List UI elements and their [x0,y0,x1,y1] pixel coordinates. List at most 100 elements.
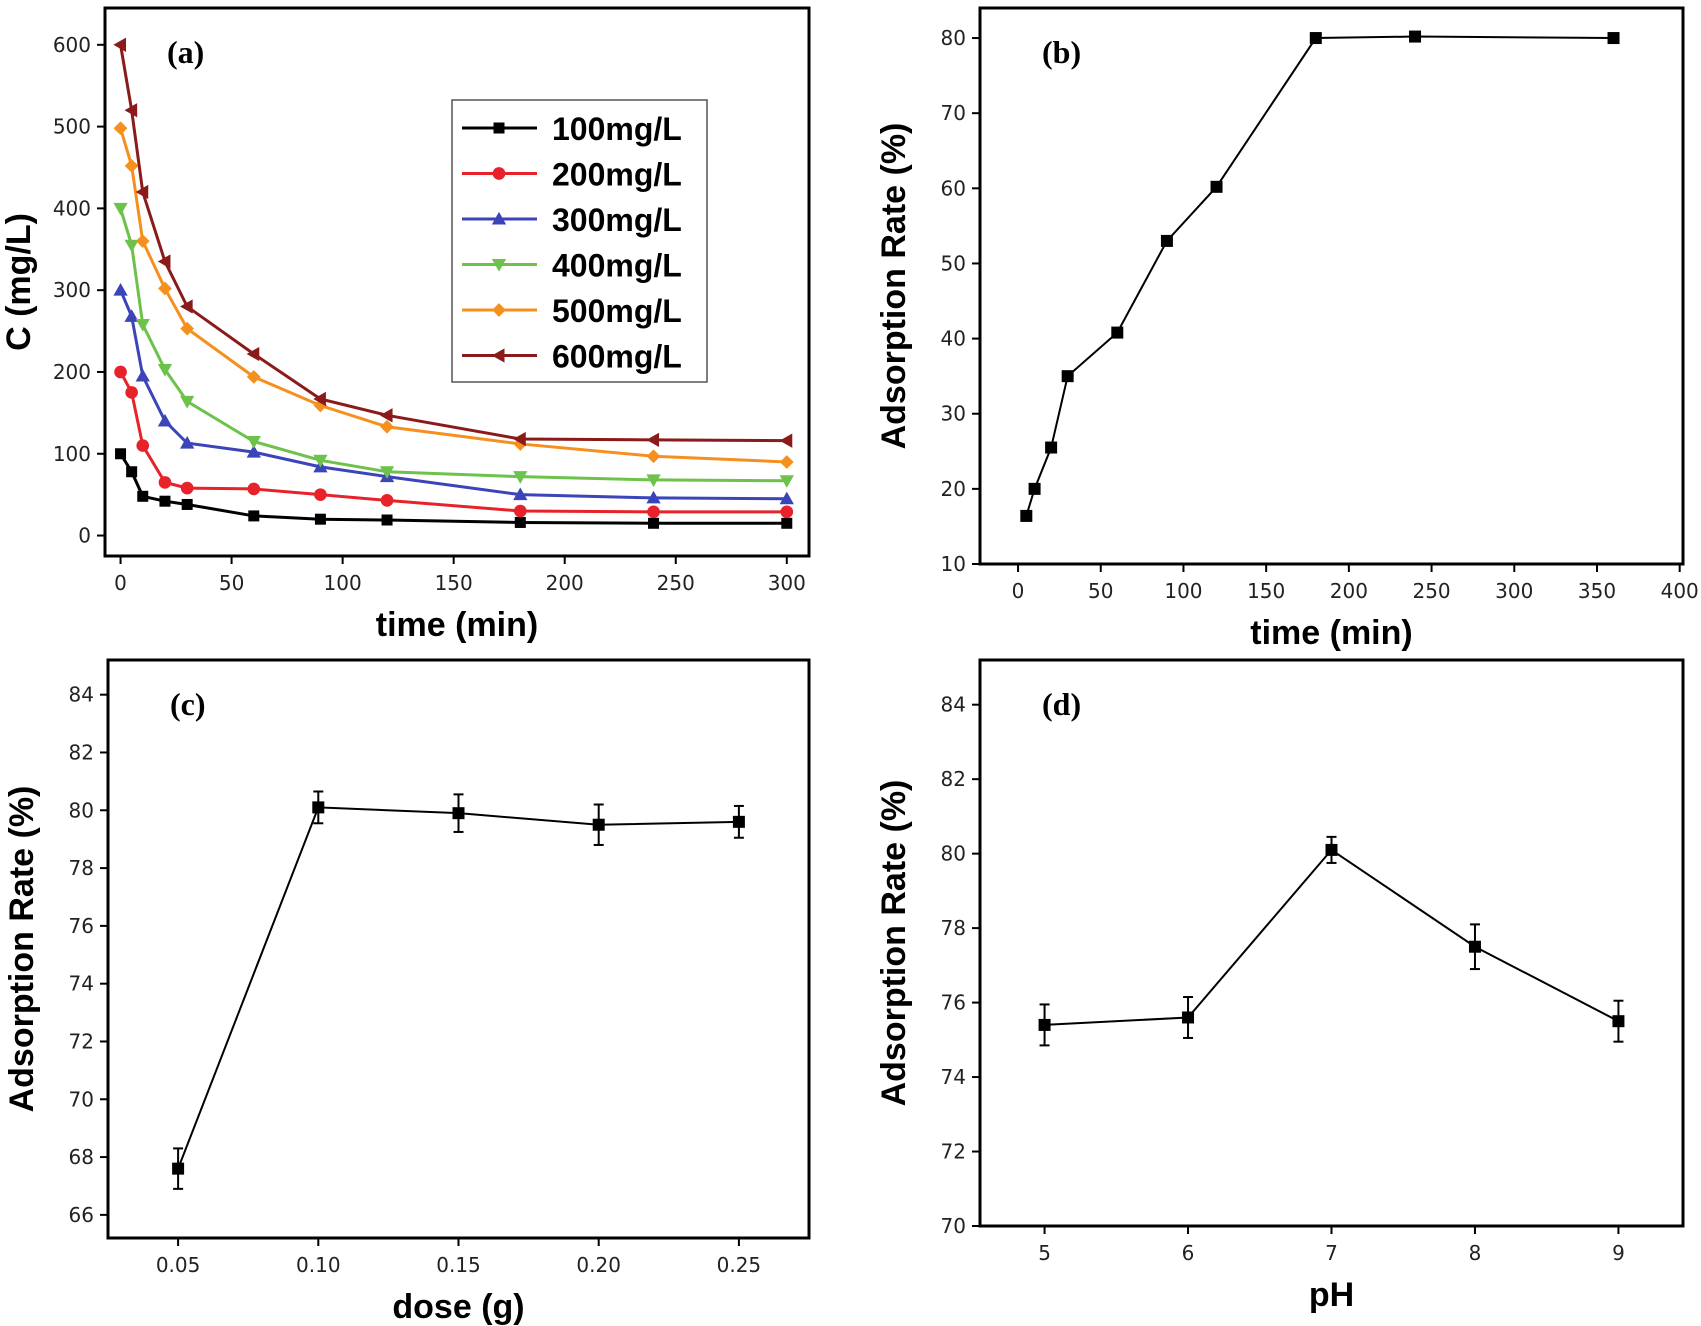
legend-marker [491,348,505,363]
data-point [248,510,260,522]
y-tick-label: 80 [941,842,966,866]
panel-label: (b) [1042,34,1081,70]
series-line [119,371,787,514]
x-tick-label: 8 [1469,1241,1482,1265]
data-point [180,299,193,314]
x-tick-label: 200 [1330,579,1368,603]
x-tick-label: 0.25 [717,1253,762,1277]
x-tick-label: 7 [1325,1241,1338,1265]
y-tick-label: 500 [53,115,91,139]
data-point [513,471,528,484]
y-tick-label: 60 [941,176,966,200]
data-point [125,386,138,399]
data-point [135,368,150,382]
x-tick-label: 50 [1088,579,1113,603]
data-point [180,321,195,336]
data-point [1061,370,1074,383]
data-point [180,481,194,495]
data-point [732,815,745,828]
y-tick-label: 50 [941,251,966,275]
data-point [135,319,150,332]
data-point [124,239,139,253]
y-tick-label: 600 [53,33,91,57]
data-point [113,202,128,216]
legend-label: 500mg/L [552,293,682,329]
legend-label: 100mg/L [552,111,682,147]
data-point [1020,509,1033,522]
data-point [647,505,660,519]
chart-panel-c: 0.05 0.10 0.15 0.20 0.25 66 68 70 72 74 76 78 80 82 84… [3,658,811,1326]
data-point [380,419,394,434]
y-tick-label: 100 [53,442,91,466]
data-point [1111,326,1124,339]
y-tick-label: 78 [69,856,94,880]
panel-label: (d) [1042,686,1081,722]
plot-frame [103,6,811,558]
legend-entry: 200mg/L [462,157,682,193]
data-point [513,431,526,447]
y-tick-label: 70 [69,1087,94,1111]
data-point [312,801,325,814]
y-tick-label: 80 [941,26,966,50]
series-5 [113,37,793,448]
y-tick-label: 84 [941,693,966,717]
y-tick-label: 300 [53,278,91,302]
x-tick-label: 150 [1247,579,1285,603]
x-tick-label: 0.05 [156,1253,201,1277]
y-tick-label: 82 [69,740,94,764]
data-point [124,158,139,173]
y-tick-label: 78 [941,916,966,940]
y-tick-label: 72 [69,1029,94,1053]
series-3 [113,202,794,488]
data-point [246,435,261,449]
x-axis-title: dose (g) [392,1288,524,1326]
legend-marker [491,259,507,272]
legend-entry: 500mg/L [462,293,682,329]
series-1 [114,365,794,519]
data-point [781,517,793,529]
y-axis-title: Adsorption Rate (%) [875,780,913,1107]
y-tick-label: 68 [69,1145,94,1169]
data-point [136,439,150,452]
y-tick-label: 400 [53,196,91,220]
x-tick-label: 100 [324,571,362,595]
y-tick-label: 30 [941,402,966,426]
data-point [113,37,127,52]
data-point [381,514,393,526]
y-tick-label: 200 [53,360,91,384]
data-point [113,283,128,296]
x-tick-label: 250 [1412,579,1450,603]
data-point [1038,1018,1051,1031]
x-tick-label: 350 [1578,579,1616,603]
data-point [172,1162,185,1175]
y-tick-label: 82 [941,767,966,791]
panel-label: (a) [167,34,204,70]
series-0 [115,448,793,529]
data-point [314,513,326,525]
data-point [181,498,193,510]
data-point [246,444,261,458]
x-axis-title: pH [1309,1276,1354,1314]
series-line [1044,848,1619,1026]
data-point [1325,843,1338,856]
data-point [646,449,661,464]
x-tick-label: 300 [768,571,806,595]
x-tick-label: 0 [114,571,127,595]
data-point [1160,234,1173,247]
data-point [1182,1011,1195,1024]
y-tick-label: 80 [69,798,94,822]
y-tick-label: 20 [941,477,966,501]
data-point [246,370,261,384]
data-point [514,516,526,528]
plot-frame [978,6,1685,566]
x-tick-label: 0.15 [436,1253,481,1277]
x-axis-title: time (min) [376,606,538,644]
data-point [379,408,393,423]
data-point [246,346,260,362]
data-point [180,435,195,449]
y-axis-title: Adsorption Rate (%) [875,123,913,450]
series-4 [113,121,794,469]
x-tick-label: 150 [435,571,473,595]
data-point [124,309,139,322]
